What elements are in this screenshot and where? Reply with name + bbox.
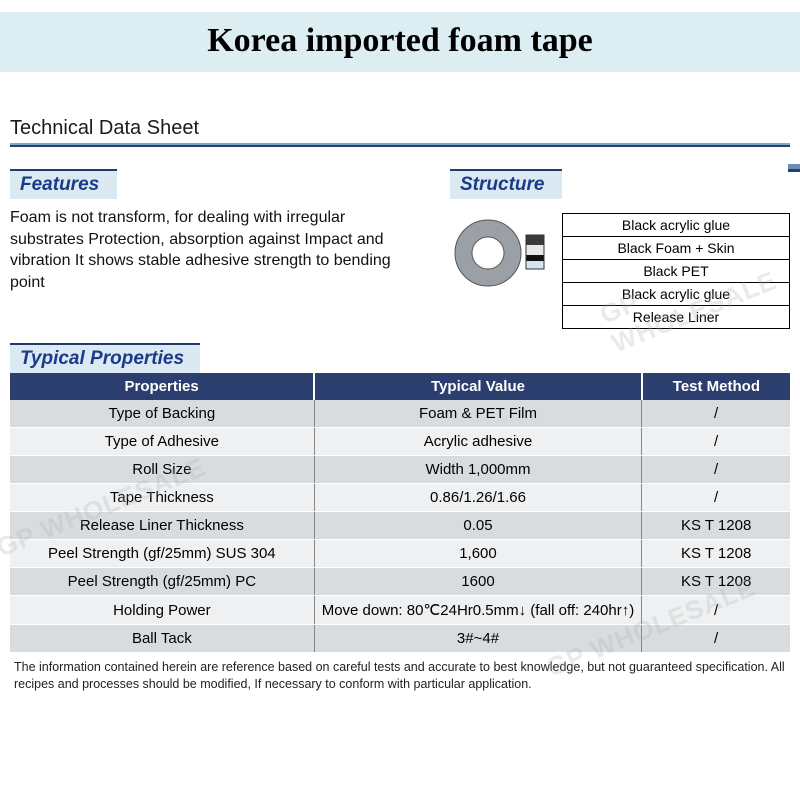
cell-property: Type of Backing <box>10 400 314 428</box>
cell-value: Acrylic adhesive <box>314 428 642 456</box>
cell-property: Holding Power <box>10 596 314 625</box>
cell-value: Move down: 80℃24Hr0.5mm↓ (fall off: 240h… <box>314 596 642 625</box>
cell-test: KS T 1208 <box>642 540 790 568</box>
table-row: Tape Thickness0.86/1.26/1.66/ <box>10 484 790 512</box>
cell-value: 1600 <box>314 568 642 596</box>
cell-test: / <box>642 625 790 653</box>
features-heading: Features <box>10 169 117 199</box>
typical-properties-heading: Typical Properties <box>10 343 200 373</box>
cell-value: 0.86/1.26/1.66 <box>314 484 642 512</box>
table-row: Roll SizeWidth 1,000mm/ <box>10 456 790 484</box>
table-row: Holding PowerMove down: 80℃24Hr0.5mm↓ (f… <box>10 596 790 625</box>
disclaimer-text: The information contained herein are ref… <box>14 659 786 693</box>
col-typical-value: Typical Value <box>314 373 642 400</box>
cell-value: Width 1,000mm <box>314 456 642 484</box>
table-row: Release Liner Thickness0.05KS T 1208 <box>10 512 790 540</box>
structure-layer: Black acrylic glue <box>562 282 790 305</box>
properties-table: Properties Typical Value Test Method Typ… <box>10 373 790 653</box>
structure-list: Black acrylic glueBlack Foam + SkinBlack… <box>562 213 790 329</box>
cell-property: Peel Strength (gf/25mm) SUS 304 <box>10 540 314 568</box>
col-properties: Properties <box>10 373 314 400</box>
structure-column: Structure Black acrylic glueBlack Foam +… <box>430 169 790 329</box>
structure-layer: Black Foam + Skin <box>562 236 790 259</box>
divider <box>10 143 790 147</box>
table-row: Type of AdhesiveAcrylic adhesive/ <box>10 428 790 456</box>
structure-area: Black acrylic glueBlack Foam + SkinBlack… <box>450 213 790 329</box>
cell-value: Foam & PET Film <box>314 400 642 428</box>
cell-property: Peel Strength (gf/25mm) PC <box>10 568 314 596</box>
cell-test: / <box>642 484 790 512</box>
cell-value: 1,600 <box>314 540 642 568</box>
cell-property: Release Liner Thickness <box>10 512 314 540</box>
tape-ring-icon <box>450 213 554 293</box>
cell-test: / <box>642 400 790 428</box>
features-column: Features Foam is not transform, for deal… <box>10 169 430 329</box>
cell-property: Ball Tack <box>10 625 314 653</box>
table-row: Peel Strength (gf/25mm) PC1600KS T 1208 <box>10 568 790 596</box>
structure-layer: Release Liner <box>562 305 790 329</box>
cell-property: Tape Thickness <box>10 484 314 512</box>
structure-layer: Black PET <box>562 259 790 282</box>
content-row: Features Foam is not transform, for deal… <box>10 169 790 329</box>
cell-test: KS T 1208 <box>642 568 790 596</box>
structure-heading: Structure <box>450 169 562 199</box>
page-title: Korea imported foam tape <box>0 22 800 60</box>
cell-test: KS T 1208 <box>642 512 790 540</box>
table-header-row: Properties Typical Value Test Method <box>10 373 790 400</box>
cell-test: / <box>642 456 790 484</box>
cell-test: / <box>642 428 790 456</box>
cell-property: Type of Adhesive <box>10 428 314 456</box>
cell-property: Roll Size <box>10 456 314 484</box>
structure-layer: Black acrylic glue <box>562 213 790 236</box>
cell-test: / <box>642 596 790 625</box>
cell-value: 3#~4# <box>314 625 642 653</box>
table-row: Peel Strength (gf/25mm) SUS 3041,600KS T… <box>10 540 790 568</box>
tech-sheet-label: Technical Data Sheet <box>10 117 790 143</box>
table-row: Type of BackingFoam & PET Film/ <box>10 400 790 428</box>
col-test-method: Test Method <box>642 373 790 400</box>
features-text: Foam is not transform, for dealing with … <box>10 207 430 293</box>
table-row: Ball Tack3#~4#/ <box>10 625 790 653</box>
divider-right <box>788 164 800 172</box>
title-bar: Korea imported foam tape <box>0 12 800 72</box>
cell-value: 0.05 <box>314 512 642 540</box>
